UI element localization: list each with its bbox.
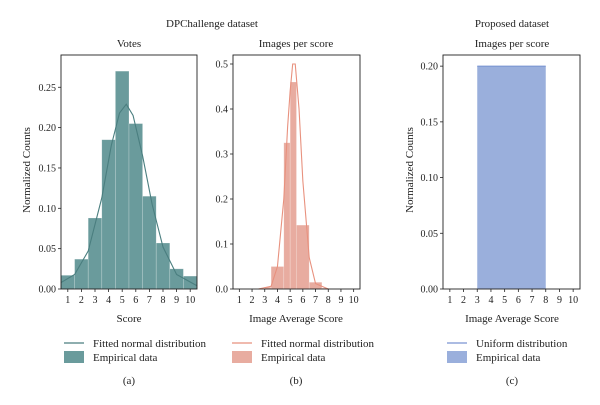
panel-b-xtick-label-0: 1	[237, 295, 242, 306]
panel-c-ytick-label-0: 0.00	[421, 285, 439, 296]
panel-c-xtick-label-8: 9	[557, 295, 562, 306]
panel-b-xtick-label-6: 7	[313, 295, 318, 306]
panel-a-ytick-label-5: 0.25	[39, 83, 57, 94]
panel-b-bar-3	[289, 81, 297, 290]
panel-c-xtick-label-6: 7	[530, 295, 535, 306]
panel-b-bar-2	[283, 142, 291, 290]
legend-a-patch-label: Empirical data	[93, 352, 158, 364]
panel-a-bar-4	[115, 70, 130, 290]
panel-a-bar-7	[155, 242, 171, 290]
panel-b-xtick-label-2: 3	[262, 295, 267, 306]
panel-a-xtick-label-8: 9	[174, 295, 179, 306]
panel-b-xlabel: Image Average Score	[249, 313, 343, 325]
panel-c-xtick-label-3: 4	[488, 295, 493, 306]
group-title-dpchallenge: DPChallenge dataset	[166, 18, 258, 30]
panel-b-ytick-label-2: 0.2	[216, 195, 229, 206]
panel-a-xtick-label-5: 6	[133, 295, 138, 306]
panel-a-bar-2	[87, 217, 103, 290]
panel-a-bar-0	[60, 274, 75, 290]
panel-a-xtick-label-6: 7	[147, 295, 152, 306]
panel-a-xlabel: Score	[116, 313, 141, 325]
panel-a-ytick-label-2: 0.10	[39, 204, 57, 215]
panel-b-ytick-label-3: 0.3	[216, 150, 229, 161]
panel-c-ytick-label-4: 0.20	[421, 62, 439, 73]
panel-a-xtick-label-9: 10	[185, 295, 195, 306]
panel-c-xtick-label-0: 1	[447, 295, 452, 306]
panel-c-axes-frame	[442, 54, 581, 290]
panel-a-xtick-label-1: 2	[79, 295, 84, 306]
panel-a-ylabel: Normalized Counts	[21, 127, 33, 213]
panel-b-ytick-label-0: 0.0	[216, 285, 229, 296]
group-title-proposed: Proposed dataset	[475, 18, 549, 30]
legend-b-patch-label: Empirical data	[261, 352, 326, 364]
panel-b-xtick-label-1: 2	[250, 295, 255, 306]
panel-b-xtick-label-5: 6	[300, 295, 305, 306]
panel-c-xtick-label-2: 3	[475, 295, 480, 306]
legend-b-line-label: Fitted normal distribution	[261, 338, 375, 350]
panel-c-title: Images per score	[475, 38, 550, 50]
panel-a-xtick-label-7: 8	[161, 295, 166, 306]
panel-a-caption: (a)	[123, 375, 136, 387]
panel-a-xtick-label-4: 5	[120, 295, 125, 306]
legend-c-patch-label: Empirical data	[476, 352, 541, 364]
legend-b-patch-swatch	[232, 351, 252, 363]
panel-a-title: Votes	[117, 38, 141, 50]
panel-b-xtick-label-7: 8	[326, 295, 331, 306]
panel-a-ytick-label-4: 0.20	[39, 123, 57, 134]
panel-b-ytick-label-4: 0.4	[216, 105, 229, 116]
panel-c-xtick-label-1: 2	[461, 295, 466, 306]
panel-b-caption: (b)	[290, 375, 303, 387]
panel-b-bar-1	[270, 266, 285, 290]
panel-c-xtick-label-7: 8	[543, 295, 548, 306]
panel-c-ylabel: Normalized Counts	[404, 127, 416, 213]
legend-a-line-label: Fitted normal distribution	[93, 338, 207, 350]
panel-c-xtick-label-4: 5	[502, 295, 507, 306]
panel-b-fit-line	[258, 63, 329, 290]
legend-a-patch-swatch	[64, 351, 84, 363]
panel-b-ytick-label-5: 0.5	[216, 60, 229, 71]
panel-a-ytick-label-0: 0.00	[39, 285, 57, 296]
panel-a-ytick-label-3: 0.15	[39, 163, 57, 174]
panel-b-axes-frame	[232, 54, 361, 290]
plot-layer: 1 2 3 4 5 6 7 8 9 100.000.050.100.150.200.251 2 3 4 5…	[39, 54, 581, 306]
panel-a-fit-line	[60, 103, 198, 287]
panel-b-xtick-label-8: 9	[338, 295, 343, 306]
panel-a-xtick-label-3: 4	[106, 295, 111, 306]
panel-c-xtick-label-9: 10	[568, 295, 578, 306]
panel-b-xtick-label-9: 10	[349, 295, 359, 306]
panel-a-bar-8	[169, 268, 184, 290]
panel-c-ytick-label-3: 0.15	[421, 117, 439, 128]
legend-c-line-label: Uniform distribution	[476, 338, 568, 350]
panel-a-xtick-label-2: 3	[93, 295, 98, 306]
panel-c-caption: (c)	[506, 375, 519, 387]
panel-b-ytick-label-1: 0.1	[216, 240, 229, 251]
panel-b-xtick-label-4: 5	[288, 295, 293, 306]
panel-b-xtick-label-3: 4	[275, 295, 280, 306]
panel-a-xtick-label-0: 1	[65, 295, 70, 306]
panel-a-ytick-label-1: 0.05	[39, 244, 57, 255]
panel-c-ytick-label-1: 0.05	[421, 229, 439, 240]
panel-c-xtick-label-5: 6	[516, 295, 521, 306]
panel-c-bar-0	[477, 66, 546, 290]
panel-b-title: Images per score	[259, 38, 334, 50]
panel-a-axes-frame	[60, 54, 198, 290]
panel-c-ytick-label-2: 0.10	[421, 173, 439, 184]
panel-c-xlabel: Image Average Score	[465, 313, 559, 325]
legend-c-patch-swatch	[447, 351, 467, 363]
